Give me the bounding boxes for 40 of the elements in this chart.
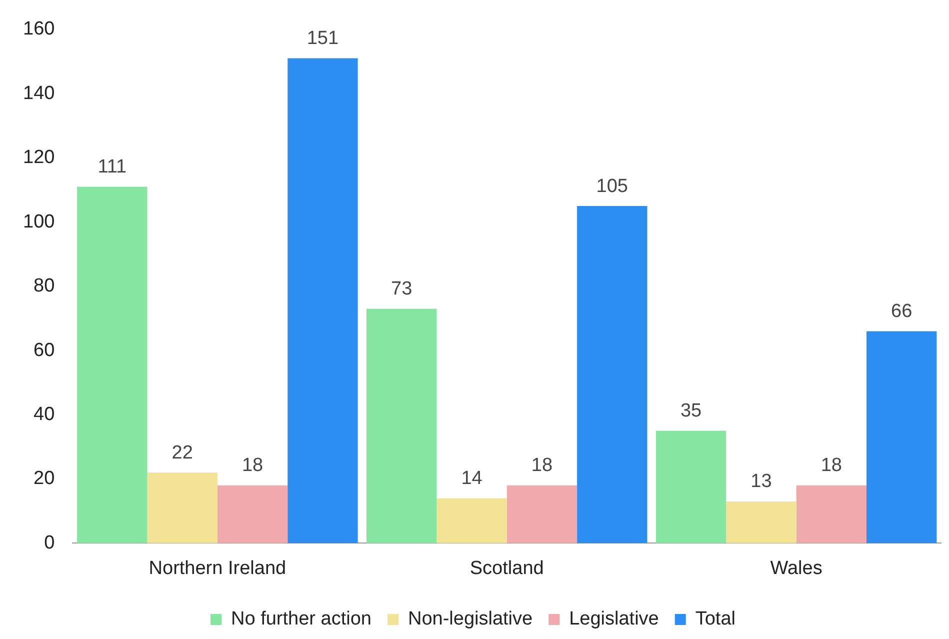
bar [656, 430, 726, 544]
bar [147, 472, 218, 544]
y-tick-label: 80 [34, 276, 55, 297]
x-tick-label: Northern Ireland [148, 558, 286, 579]
y-tick-label: 40 [34, 404, 55, 425]
legend-label: Non-legislative [408, 608, 533, 630]
x-tick-label: Scotland [470, 558, 544, 579]
legend-label: Legislative [569, 608, 659, 630]
bar [77, 186, 148, 544]
bar [726, 501, 796, 544]
data-label: 13 [750, 471, 772, 492]
data-label: 18 [242, 455, 264, 476]
y-tick-label: 100 [23, 211, 55, 232]
data-label: 18 [820, 455, 842, 476]
data-label: 22 [172, 442, 193, 464]
y-tick-label: 0 [44, 532, 55, 554]
x-tick-label: Wales [770, 558, 822, 579]
y-tick-label: 60 [34, 340, 55, 361]
bar [366, 308, 437, 544]
y-tick-label: 120 [23, 147, 55, 168]
bar [436, 498, 507, 544]
bar [866, 331, 937, 544]
data-label: 35 [680, 400, 702, 422]
bar [217, 485, 288, 544]
data-label: 151 [306, 28, 339, 50]
bar [288, 58, 358, 544]
data-label: 66 [890, 300, 912, 322]
y-tick-label: 20 [34, 468, 55, 490]
data-label: 14 [461, 468, 483, 489]
data-label: 105 [596, 176, 628, 197]
data-label: 111 [98, 156, 127, 178]
legend-label: No further action [231, 608, 372, 630]
y-tick-label: 160 [23, 18, 55, 40]
y-tick-label: 140 [23, 82, 55, 104]
bar [796, 485, 866, 544]
data-label: 18 [531, 455, 553, 476]
bar [577, 206, 648, 544]
data-label: 73 [391, 278, 412, 300]
bar [506, 485, 578, 544]
legend-label: Total [695, 608, 736, 630]
